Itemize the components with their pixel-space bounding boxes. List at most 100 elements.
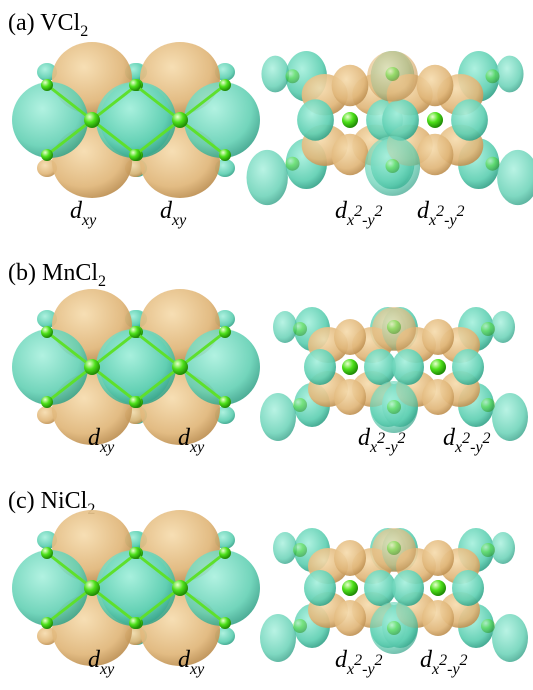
negative-lobe <box>260 393 296 441</box>
negative-lobe <box>392 349 424 385</box>
atom <box>342 580 358 596</box>
atom <box>219 617 231 629</box>
orbital-index: x <box>431 661 439 678</box>
ligand-atom <box>293 619 307 633</box>
atom <box>41 396 53 408</box>
atom <box>129 149 141 161</box>
negative-lobe <box>260 614 296 662</box>
orbital-label: dx2-y2 <box>335 647 383 678</box>
orbital-index: xy <box>81 212 97 229</box>
atom <box>219 79 231 91</box>
ligand-atom <box>481 619 495 633</box>
ligand-atom <box>293 322 307 336</box>
panel: (c) NiCl2dxydxydx2-y2dx2-y2 <box>8 488 528 678</box>
orbital-index: xy <box>99 661 115 678</box>
orbital-index: xy <box>171 212 187 229</box>
orbital-label: dx2-y2 <box>417 198 465 229</box>
orbital-label: dx2-y2 <box>358 425 406 456</box>
orbital-index: -y <box>470 439 483 456</box>
orbital-index: -y <box>385 439 398 456</box>
orbital-index: 2 <box>375 203 383 220</box>
ligand-atom <box>387 400 401 414</box>
atom <box>219 547 231 559</box>
title-text: (c) NiCl <box>8 488 88 514</box>
negative-lobe <box>364 349 396 385</box>
positive-lobe <box>334 319 366 355</box>
negative-lobe <box>492 393 528 441</box>
orbital-index: 2 <box>439 652 447 669</box>
negative-lobe <box>304 570 336 606</box>
atom <box>430 580 446 596</box>
ligand-atom <box>293 398 307 412</box>
orbital-index: 2 <box>483 430 491 447</box>
negative-lobe <box>100 550 176 626</box>
negative-lobe <box>497 150 533 205</box>
atom <box>427 112 443 128</box>
orbital-index: 2 <box>375 652 383 669</box>
atom <box>41 547 53 559</box>
atom <box>129 326 141 338</box>
atom <box>172 359 188 375</box>
positive-lobe <box>422 600 454 636</box>
atom <box>129 547 141 559</box>
positive-lobe <box>422 379 454 415</box>
ligand-atom <box>481 398 495 412</box>
orbital-label: dx2-y2 <box>420 647 468 678</box>
negative-lobe <box>12 82 88 158</box>
negative-lobe <box>297 99 334 140</box>
orbital-label: dx2-y2 <box>335 198 383 229</box>
positive-lobe <box>332 134 369 175</box>
orbital-index: 2 <box>398 430 406 447</box>
orbital-label: dxy <box>70 198 97 229</box>
orbital-index: 2 <box>460 652 468 669</box>
atom <box>342 359 358 375</box>
orbital-index: 2 <box>436 203 444 220</box>
atom <box>219 326 231 338</box>
atom <box>172 580 188 596</box>
atom <box>84 112 100 128</box>
orbital-label: dx2-y2 <box>443 425 491 456</box>
orbital-index: 2 <box>354 203 362 220</box>
title-text: (a) VCl <box>8 10 81 36</box>
atom <box>129 396 141 408</box>
atom <box>129 79 141 91</box>
atom <box>219 396 231 408</box>
ligand-atom <box>286 69 300 83</box>
negative-lobe <box>392 570 424 606</box>
orbital-index: 2 <box>457 203 465 220</box>
ligand-atom <box>486 69 500 83</box>
title-text: (b) MnCl <box>8 260 98 286</box>
negative-lobe <box>492 614 528 662</box>
orbital-index: xy <box>189 661 205 678</box>
orbital-index: -y <box>447 661 460 678</box>
orbital-index: x <box>346 661 354 678</box>
negative-lobe <box>382 99 419 140</box>
orbital-index: -y <box>362 661 375 678</box>
ligand-atom <box>481 322 495 336</box>
negative-lobe <box>452 570 484 606</box>
orbital-label: dxy <box>160 198 187 229</box>
negative-lobe <box>451 99 488 140</box>
panel-title: (a) VCl2 <box>8 10 88 40</box>
orbital-index: 2 <box>462 430 470 447</box>
title-subscript: 2 <box>98 273 106 290</box>
negative-lobe <box>452 349 484 385</box>
ligand-atom <box>387 541 401 555</box>
negative-lobe <box>304 349 336 385</box>
orbital-index: -y <box>444 212 457 229</box>
orbital-index: xy <box>99 439 115 456</box>
figure: (a) VCl2dxydxydx2-y2dx2-y2(b) MnCl2dxydx… <box>0 0 533 690</box>
orbital-index: 2 <box>377 430 385 447</box>
negative-lobe <box>364 570 396 606</box>
ligand-atom <box>293 543 307 557</box>
orbital-index: -y <box>362 212 375 229</box>
atom <box>41 326 53 338</box>
title-subscript: 2 <box>80 23 88 40</box>
negative-lobe <box>12 329 88 405</box>
panel-title: (b) MnCl2 <box>8 260 106 290</box>
atom <box>219 149 231 161</box>
negative-lobe <box>496 56 524 93</box>
positive-lobe <box>334 600 366 636</box>
ligand-atom <box>387 621 401 635</box>
positive-lobe <box>422 319 454 355</box>
